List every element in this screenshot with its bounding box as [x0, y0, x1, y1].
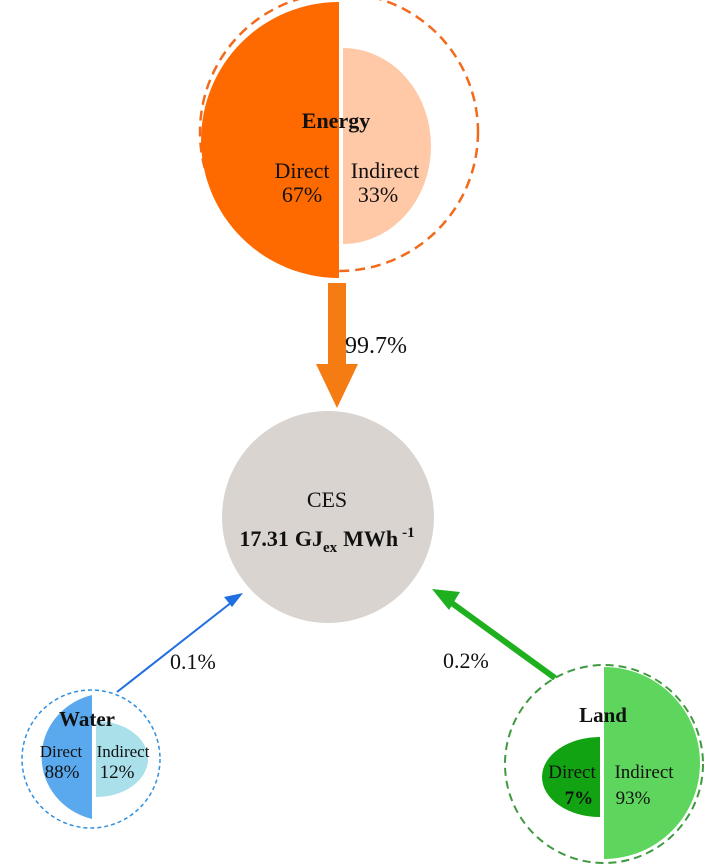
energy-arrow-head	[316, 364, 358, 408]
water-indirect-label: Indirect	[97, 742, 150, 761]
ces-node: CES 17.31 GJex MWh -1	[222, 411, 434, 623]
water-direct-label: Direct	[40, 742, 83, 761]
energy-direct-pct: 67%	[282, 182, 322, 207]
energy-indirect-label: Indirect	[351, 158, 419, 183]
land-outer-ring	[504, 664, 704, 864]
land-title: Land	[579, 703, 627, 727]
energy-indirect-pct: 33%	[358, 182, 398, 207]
water-indirect-half	[96, 721, 148, 797]
energy-arrow-shaft	[328, 283, 346, 367]
water-indirect-pct: 12%	[100, 762, 135, 783]
water-outer-ring	[21, 689, 161, 829]
land-indirect-pct: 93%	[616, 788, 651, 809]
energy-node: Energy Direct 67% Indirect 33%	[198, 0, 480, 278]
energy-direct-label: Direct	[275, 158, 330, 183]
water-share-label: 0.1%	[170, 649, 216, 674]
land-direct-label: Direct	[548, 762, 596, 783]
land-direct-half	[542, 737, 600, 817]
ces-unit-sub: ex	[323, 540, 338, 556]
water-arrow-shaft	[116, 601, 233, 693]
energy-indirect-half	[343, 48, 431, 244]
water-node: Water Direct 88% Indirect 12%	[21, 689, 161, 829]
ces-unit-main: GJ	[295, 526, 323, 551]
land-indirect-half	[604, 667, 700, 859]
ces-unit-sup: -1	[402, 525, 415, 541]
energy-direct-half	[201, 2, 339, 278]
water-title: Water	[59, 707, 115, 731]
land-flow-arrow	[432, 589, 557, 681]
ces-label: CES	[307, 487, 347, 512]
land-indirect-label: Indirect	[614, 762, 674, 783]
land-arrow-head	[432, 589, 460, 610]
energy-title: Energy	[302, 108, 370, 133]
ces-unit-tail: MWh	[343, 526, 398, 551]
energy-outer-ring	[198, 0, 480, 273]
land-node: Land Direct 7% Indirect 93%	[504, 664, 704, 864]
water-arrow-head	[224, 593, 243, 607]
land-direct-pct: 7%	[565, 788, 594, 809]
energy-share-label: 99.7%	[345, 333, 407, 359]
land-arrow-shaft	[447, 598, 557, 681]
energy-flow-arrow	[316, 283, 358, 408]
land-share-label: 0.2%	[443, 648, 489, 673]
water-direct-half	[41, 695, 92, 819]
ces-value: 17.31	[239, 526, 289, 551]
water-flow-arrow	[116, 593, 243, 693]
ces-circle	[222, 411, 434, 623]
water-direct-pct: 88%	[45, 762, 80, 783]
ces-value-line: 17.31 GJex MWh -1	[239, 525, 414, 556]
